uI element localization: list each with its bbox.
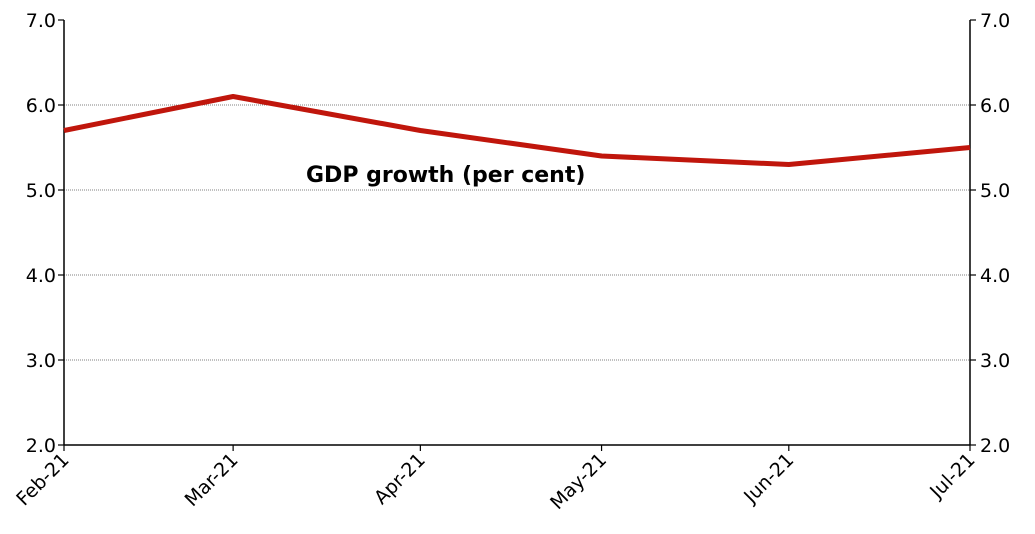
x-tick-label: Apr-21 [370, 449, 430, 509]
y-tick-label-left: 4.0 [26, 265, 56, 287]
y-tick-label-left: 3.0 [26, 350, 56, 372]
x-tick-label: Jun-21 [739, 449, 798, 508]
y-tick-label-left: 6.0 [26, 95, 56, 117]
y-tick-label-right: 5.0 [980, 180, 1010, 202]
x-tick-label: Feb-21 [12, 449, 73, 510]
left-y-tick-labels: 2.0 3.0 4.0 5.0 6.0 7.0 [26, 10, 56, 457]
y-tick-label-right: 3.0 [980, 350, 1010, 372]
x-tick-labels: Feb-21 Mar-21 Apr-21 May-21 Jun-21 Jul-21 [12, 449, 979, 514]
y-tick-label-left: 2.0 [26, 435, 56, 457]
y-tick-label-right: 6.0 [980, 95, 1010, 117]
x-tick-label: Jul-21 [925, 449, 979, 503]
y-tick-label-right: 7.0 [980, 10, 1010, 32]
x-tick-label: Mar-21 [181, 449, 243, 511]
series-lines [63, 94, 971, 167]
chart-annotation: GDP growth (per cent) [306, 163, 585, 188]
y-tick-label-left: 5.0 [26, 180, 56, 202]
x-tick-label: May-21 [546, 449, 611, 514]
y-tick-label-right: 4.0 [980, 265, 1010, 287]
gridlines [64, 104, 970, 361]
gdp-growth-line [63, 94, 971, 167]
y-tick-label-right: 2.0 [980, 435, 1010, 457]
right-y-tick-labels: 2.0 3.0 4.0 5.0 6.0 7.0 [980, 10, 1010, 457]
axes [58, 19, 976, 451]
y-tick-label-left: 7.0 [26, 10, 56, 32]
